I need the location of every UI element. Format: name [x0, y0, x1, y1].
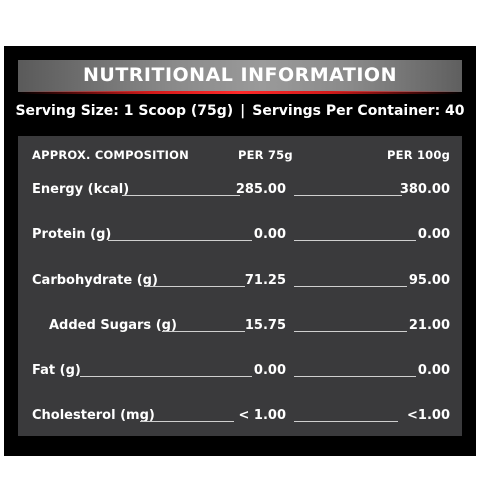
- dotted-leader: [294, 195, 402, 196]
- row-value-per-100g: 0.00: [417, 363, 450, 378]
- row-label: Carbohydrate (g): [32, 273, 158, 288]
- column-header-per-serving: PER 75g: [238, 148, 293, 162]
- dotted-leader: [294, 376, 416, 377]
- row-label: Cholesterol (mg): [32, 408, 155, 423]
- dotted-leader: [294, 240, 416, 241]
- table-row-added-sugars: Added Sugars (g) 15.75 21.00: [18, 318, 462, 338]
- dotted-leader: [145, 286, 245, 287]
- dotted-leader: [162, 331, 245, 332]
- dotted-leader: [140, 421, 234, 422]
- row-value-per-100g: 95.00: [408, 273, 450, 288]
- row-value-per-serving: 71.25: [244, 273, 286, 288]
- dotted-leader: [294, 331, 407, 332]
- row-value-per-serving: 0.00: [253, 363, 286, 378]
- table-row-energy: Energy (kcal) 285.00 380.00: [18, 182, 462, 202]
- dotted-leader: [80, 376, 252, 377]
- column-header-composition: APPROX. COMPOSITION: [32, 148, 189, 162]
- row-value-per-100g: 380.00: [399, 182, 450, 197]
- row-label: Energy (kcal): [32, 182, 130, 197]
- table-row-fat: Fat (g) 0.00 0.00: [18, 363, 462, 383]
- dotted-leader: [122, 195, 240, 196]
- row-value-per-100g: 21.00: [408, 318, 450, 333]
- table-row-protein: Protein (g) 0.00 0.00: [18, 227, 462, 247]
- nutrition-table: APPROX. COMPOSITION PER 75g PER 100g Ene…: [18, 136, 462, 436]
- dotted-leader: [294, 286, 407, 287]
- table-row-cholesterol: Cholesterol (mg) < 1.00 <1.00: [18, 408, 462, 428]
- row-label: Fat (g): [32, 363, 81, 378]
- row-value-per-serving: < 1.00: [238, 408, 287, 423]
- panel-title: NUTRITIONAL INFORMATION: [18, 60, 462, 92]
- serving-separator: |: [240, 103, 246, 119]
- serving-size: Serving Size: 1 Scoop (75g): [15, 103, 234, 119]
- column-header-per-100g: PER 100g: [387, 148, 450, 162]
- row-label: Protein (g): [32, 227, 112, 242]
- row-value-per-100g: 0.00: [417, 227, 450, 242]
- table-row-carbohydrate: Carbohydrate (g) 71.25 95.00: [18, 273, 462, 293]
- row-value-per-serving: 0.00: [253, 227, 286, 242]
- dotted-leader: [294, 421, 398, 422]
- nutrition-panel: NUTRITIONAL INFORMATION Serving Size: 1 …: [4, 46, 476, 456]
- serving-info: Serving Size: 1 Scoop (75g) | Servings Per…: [4, 103, 476, 119]
- servings-per-container: Servings Per Container: 40: [252, 103, 465, 119]
- title-accent-line: [18, 91, 462, 94]
- row-label: Added Sugars (g): [49, 318, 177, 333]
- dotted-leader: [108, 240, 252, 241]
- row-value-per-100g: <1.00: [407, 408, 450, 423]
- row-value-per-serving: 15.75: [244, 318, 286, 333]
- row-value-per-serving: 285.00: [235, 182, 286, 197]
